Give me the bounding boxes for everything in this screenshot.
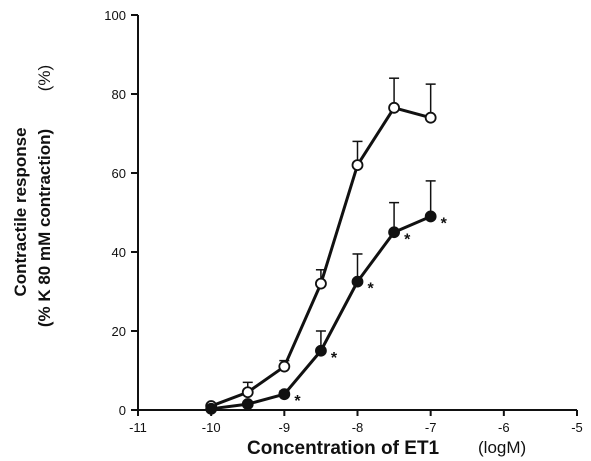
y-axis-title-line1: Contractile response	[11, 127, 30, 296]
y-axis: 0 20 40 60 80 100 Contractile response (% K 8…	[11, 8, 139, 418]
series-line	[210, 106, 432, 408]
open-data-point	[351, 159, 364, 172]
open-data-point	[388, 101, 400, 114]
y-axis-title-line2: (% K 80 mM contraction)	[35, 129, 54, 327]
significance-star: *	[441, 215, 448, 232]
x-tick-label: -6	[498, 420, 510, 435]
open-data-point	[241, 386, 254, 399]
x-tick-label: -11	[129, 420, 147, 435]
y-tick-label: 100	[104, 8, 126, 23]
x-tick-group: -11 -10 -9 -8 -7 -6 -5	[129, 410, 583, 435]
series-1	[205, 77, 437, 412]
series-layer: * * * * *	[205, 77, 448, 415]
open-data-point	[278, 360, 291, 373]
x-axis-title: Concentration of ET1	[247, 438, 440, 459]
series-line	[210, 215, 432, 411]
y-tick-label: 0	[119, 403, 126, 418]
x-tick-label: -5	[571, 420, 583, 435]
filled-data-point	[205, 402, 218, 415]
y-tick-label: 60	[112, 166, 126, 181]
series-2: * * * * *	[205, 180, 448, 415]
significance-star: *	[331, 350, 338, 367]
filled-data-point	[388, 226, 400, 239]
open-data-point	[424, 111, 437, 124]
significance-star: *	[368, 281, 375, 298]
x-axis-unit: (logM)	[478, 438, 526, 457]
filled-data-point	[351, 275, 364, 288]
y-tick-label: 20	[112, 324, 126, 339]
y-tick-label: 40	[112, 245, 126, 260]
x-tick-label: -7	[425, 420, 437, 435]
y-tick-group: 0 20 40 60 80 100	[104, 8, 138, 418]
y-axis-unit: (%)	[35, 65, 54, 91]
filled-data-point	[241, 398, 254, 410]
x-tick-label: -9	[279, 420, 291, 435]
y-tick-label: 80	[112, 87, 126, 102]
filled-data-point	[278, 388, 291, 401]
significance-star: *	[294, 393, 301, 410]
open-data-point	[315, 277, 327, 290]
significance-star: *	[404, 231, 411, 248]
x-tick-label: -10	[202, 420, 221, 435]
filled-data-point	[315, 344, 327, 357]
filled-data-point	[424, 210, 437, 223]
x-tick-label: -8	[352, 420, 364, 435]
x-axis: -11 -10 -9 -8 -7 -6 -5 Concentration of ET1 (l…	[129, 409, 583, 459]
